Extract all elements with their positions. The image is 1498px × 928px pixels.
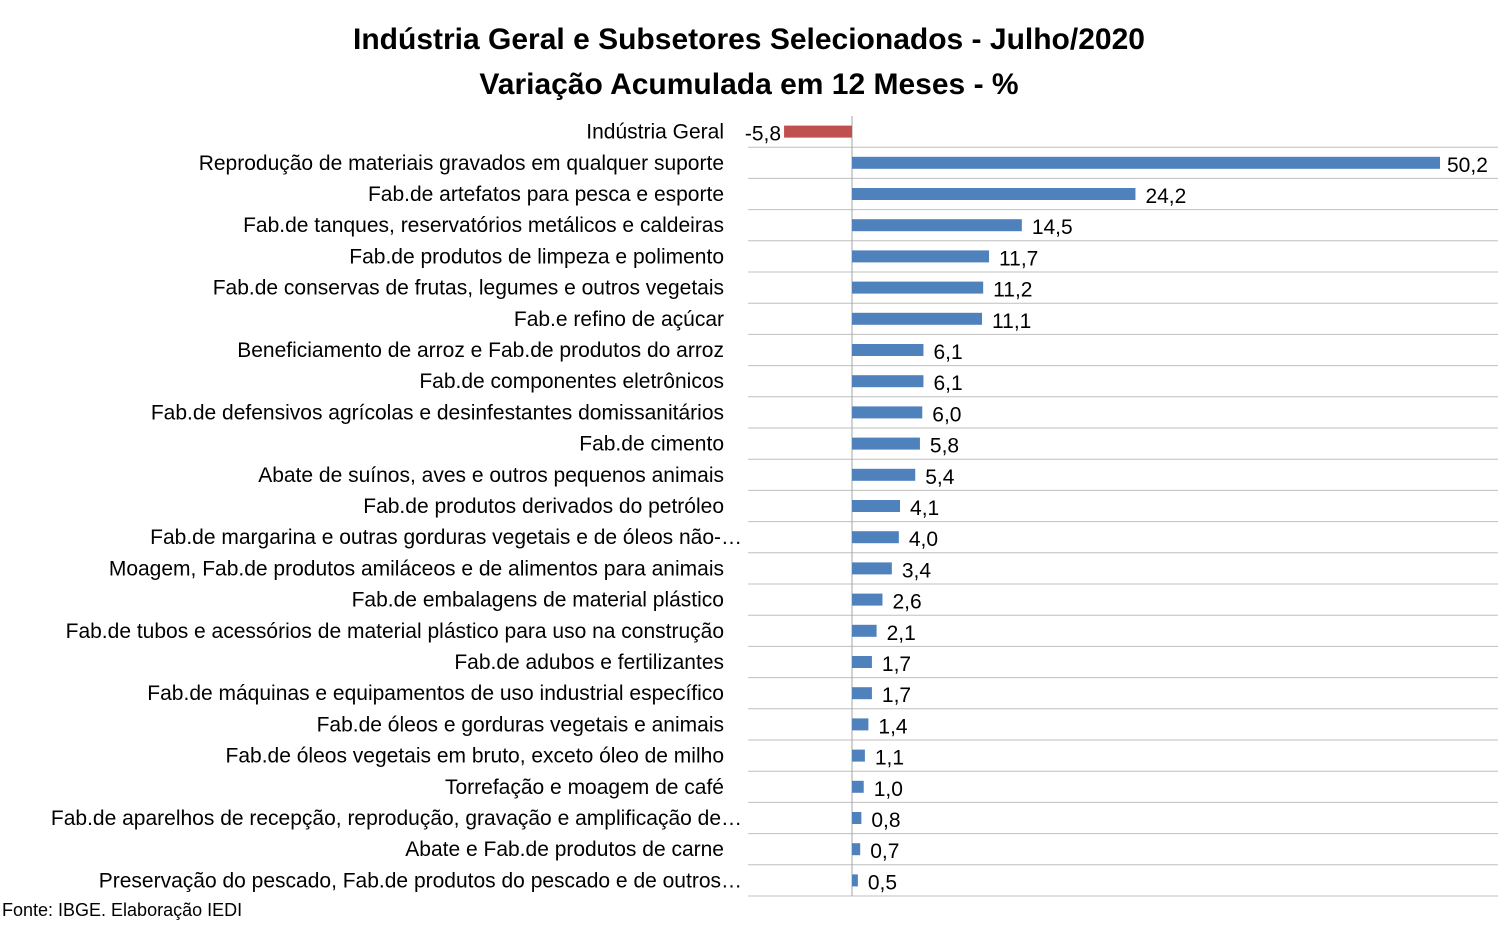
category-label: Fab.de adubos e fertilizantes <box>454 651 724 674</box>
category-label: Fab.de produtos derivados do petróleo <box>363 495 724 518</box>
bar <box>852 718 869 731</box>
category-label: Reprodução de materiais gravados em qual… <box>199 152 724 175</box>
bar <box>852 780 864 793</box>
data-label: -5,8 <box>745 123 781 146</box>
bar-chart: Indústria Geral -5,8 Reprodução de materia… <box>51 116 1498 897</box>
category-label: Fab.de artefatos para pesca e esporte <box>368 183 724 206</box>
data-label: 6,0 <box>932 403 961 426</box>
bar <box>852 188 1136 200</box>
category-label: Fab.de cimento <box>579 433 724 456</box>
category-label: Fab.de máquinas e equipamentos de uso in… <box>147 682 724 705</box>
bar <box>852 219 1022 232</box>
data-label: 0,8 <box>871 809 900 832</box>
bar <box>852 749 865 762</box>
data-label: 1,4 <box>878 715 908 738</box>
bar <box>852 500 901 512</box>
data-label: 50,2 <box>1447 154 1488 177</box>
data-label: 2,1 <box>887 622 916 645</box>
bar <box>852 375 924 388</box>
data-label: 11,1 <box>992 310 1031 333</box>
category-label: Beneficiamento de arroz e Fab.de produto… <box>237 339 724 362</box>
data-label: 6,1 <box>933 372 962 395</box>
category-label: Fab.de margarina e outras gorduras veget… <box>150 526 742 549</box>
chart-title: Indústria Geral e Subsetores Selecionado… <box>353 23 1145 56</box>
bar <box>784 125 852 138</box>
data-label: 3,4 <box>902 559 932 582</box>
category-label: Indústria Geral <box>586 121 724 144</box>
bar <box>852 437 920 450</box>
data-label: 0,7 <box>870 840 899 863</box>
bar <box>852 531 899 544</box>
data-label: 0,5 <box>868 871 897 894</box>
bar <box>852 344 924 356</box>
category-label: Moagem, Fab.de produtos amiláceos e de a… <box>109 557 724 580</box>
data-label: 1,7 <box>882 653 911 676</box>
bar <box>852 624 877 637</box>
data-label: 1,0 <box>874 778 903 801</box>
category-label: Fab.de óleos vegetais em bruto, exceto ó… <box>226 745 724 768</box>
bar <box>852 874 858 887</box>
data-label: 11,2 <box>993 279 1032 302</box>
bar <box>852 281 984 294</box>
category-label: Fab.de aparelhos de recepção, reprodução… <box>51 807 742 830</box>
bar <box>852 843 861 856</box>
category-label: Fab.de tanques, reservatórios metálicos … <box>243 214 724 237</box>
bar <box>852 656 872 668</box>
data-label: 24,2 <box>1145 185 1186 208</box>
bar <box>852 250 990 263</box>
data-label: 1,7 <box>882 684 911 707</box>
data-label: 6,1 <box>933 341 962 364</box>
bar <box>852 312 983 325</box>
bar <box>852 406 923 419</box>
category-label: Fab.de componentes eletrônicos <box>419 370 724 393</box>
data-label: 11,7 <box>999 247 1038 270</box>
data-label: 2,6 <box>892 591 921 614</box>
data-label: 5,8 <box>930 435 959 458</box>
category-label: Fab.de produtos de limpeza e polimento <box>349 245 724 268</box>
category-label: Fab.de óleos e gorduras vegetais e anima… <box>317 713 724 736</box>
category-label: Fab.de embalagens de material plástico <box>352 589 724 612</box>
category-label: Fab.de conservas de frutas, legumes e ou… <box>213 277 724 300</box>
category-label: Abate de suínos, aves e outros pequenos … <box>258 464 724 487</box>
category-label: Torrefação e moagem de café <box>445 776 724 799</box>
category-label: Preservação do pescado, Fab.de produtos … <box>99 869 742 892</box>
data-label: 5,4 <box>925 466 955 489</box>
source-note: Fonte: IBGE. Elaboração IEDI <box>2 900 243 920</box>
bar <box>852 468 916 481</box>
data-label: 4,1 <box>910 497 939 520</box>
bar <box>852 156 1440 169</box>
bar <box>852 593 883 606</box>
data-label: 4,0 <box>909 528 938 551</box>
category-label: Fab.de tubos e acessórios de material pl… <box>66 620 724 643</box>
category-label: Abate e Fab.de produtos de carne <box>405 838 724 861</box>
bar <box>852 562 892 575</box>
bar <box>852 687 872 700</box>
category-label: Fab.e refino de açúcar <box>514 308 724 331</box>
bar <box>852 812 862 824</box>
data-label: 1,1 <box>875 747 904 770</box>
chart-subtitle: Variação Acumulada em 12 Meses - % <box>479 68 1019 101</box>
category-label: Fab.de defensivos agrícolas e desinfesta… <box>151 401 724 424</box>
data-label: 14,5 <box>1032 216 1073 239</box>
